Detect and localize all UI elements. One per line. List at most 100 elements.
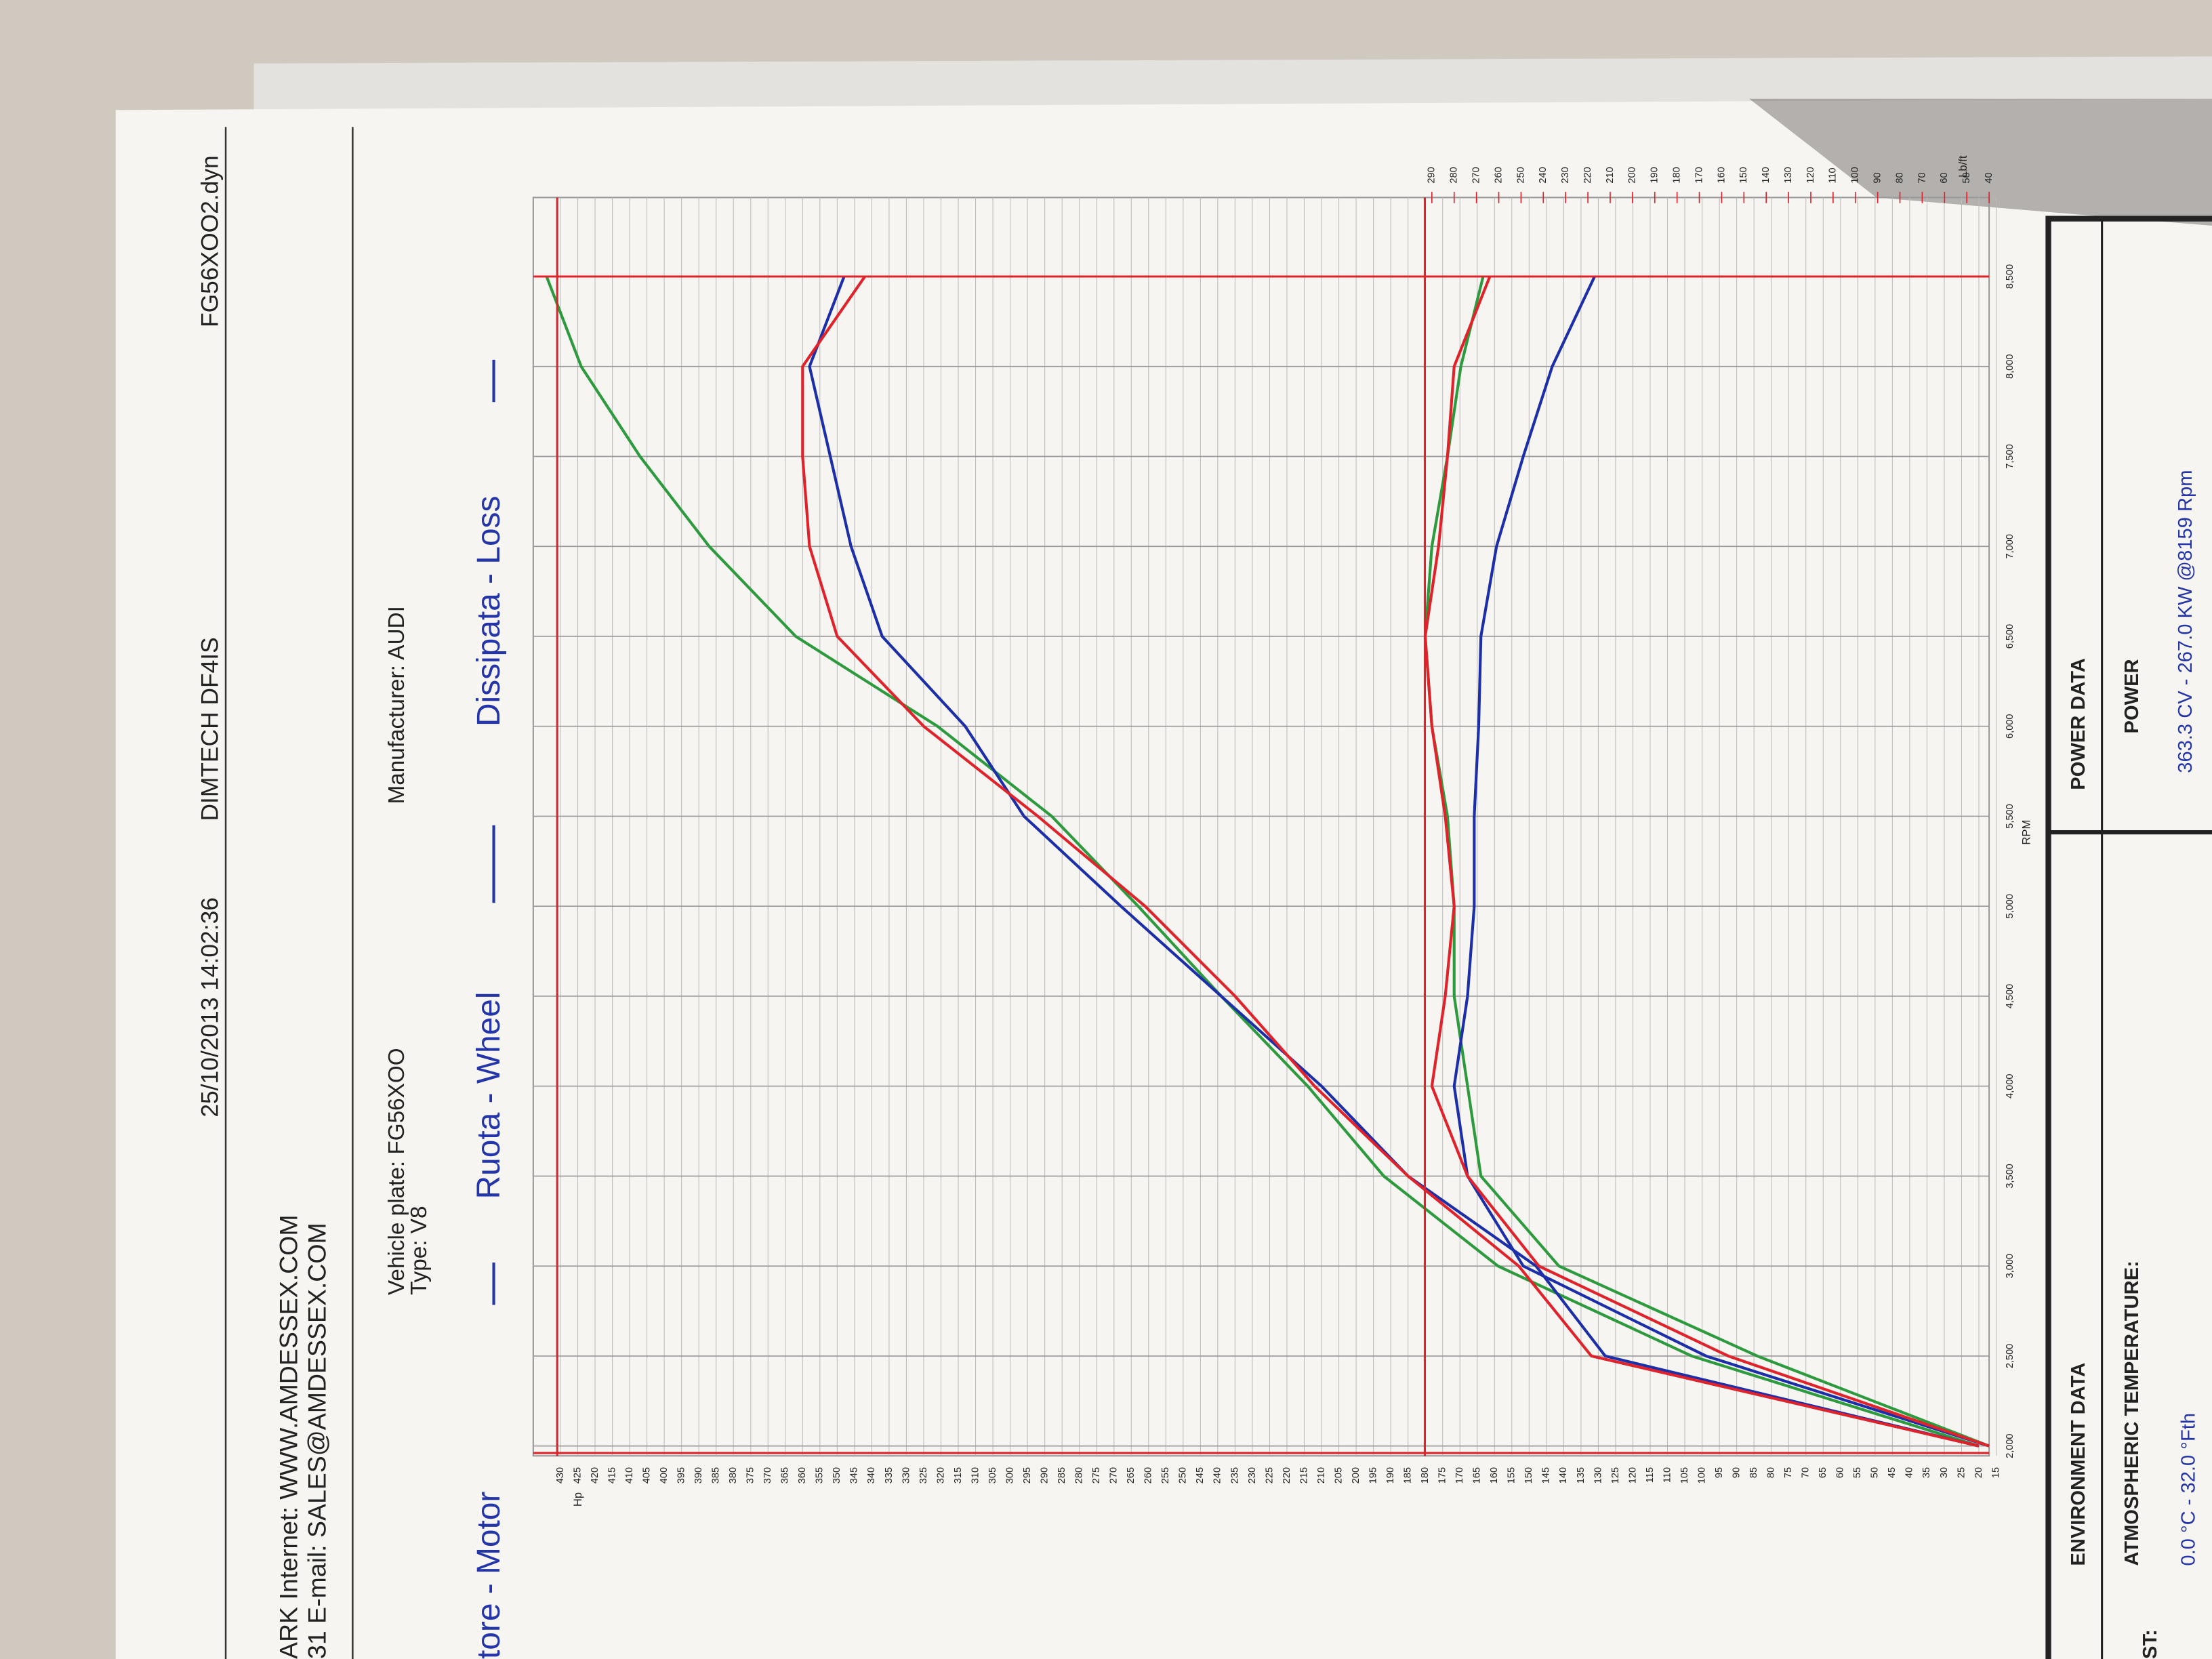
y-tick-label: 315 [953,1467,964,1483]
y-tick-label: 15 [1990,1467,2001,1478]
y-tick-label: 425 [572,1467,583,1483]
x-tick-label: 2,000 [2005,1433,2015,1458]
paper-under [253,56,2212,113]
y-tick-label: 220 [1282,1467,1292,1483]
y-tick-label: 300 [1004,1467,1015,1483]
power-value: 363.3 CV - 267.0 KW @8159 Rpm [2175,470,2196,773]
y2-tick-label: 120 [1805,167,1816,183]
y-tick-label: 255 [1160,1467,1171,1483]
y-tick-label: 205 [1333,1467,1344,1483]
y-tick-label: 55 [1852,1467,1863,1478]
y2-tick-label: 140 [1761,167,1771,183]
x-tick-label: 4,000 [2005,1073,2015,1098]
y-tick-label: 210 [1316,1467,1327,1483]
y-tick-label: 30 [1939,1467,1950,1478]
y-tick-label: 155 [1507,1467,1517,1483]
x-tick-label: 6,000 [2005,714,2015,738]
y2-tick-label: 180 [1671,167,1682,183]
y2-tick-label: 270 [1471,167,1481,183]
y2-tick-label: 130 [1783,167,1794,183]
manufacturer: Manufacturer: AUDI [384,606,409,804]
y-tick-label: 75 [1783,1467,1794,1478]
y-tick-label: 175 [1437,1467,1448,1483]
y2-tick-label: 100 [1850,167,1861,183]
y2-tick-label: 80 [1894,172,1905,183]
y-tick-label: 195 [1368,1467,1378,1483]
y-tick-label: 285 [1057,1467,1067,1483]
y-tick-label: 360 [797,1467,808,1483]
datetime: 25/10/2013 14:02:36 [197,897,224,1118]
curve [545,276,1980,1448]
y-axis-label: Hp [571,1492,584,1507]
y-tick-label: 295 [1022,1467,1033,1483]
y-tick-label: 200 [1351,1467,1361,1483]
y-tick-label: 265 [1126,1467,1136,1483]
y-tick-label: 375 [745,1467,756,1483]
y-tick-label: 230 [1247,1467,1258,1483]
y-tick-label: 345 [849,1467,860,1483]
y-tick-label: 185 [1403,1467,1414,1483]
curve [1452,276,1990,1448]
y-tick-label: 390 [693,1467,704,1483]
y-tick-label: 260 [1143,1467,1154,1483]
y-tick-label: 140 [1558,1467,1569,1483]
y2-tick-label: 200 [1627,167,1638,183]
y-tick-label: 80 [1766,1467,1777,1478]
y-tick-label: 110 [1662,1467,1673,1483]
y2-axis-label: Lb/ft [1957,155,1969,178]
y-tick-label: 170 [1454,1467,1465,1483]
x-tick-label: 3,500 [2005,1164,2015,1188]
y-tick-label: 325 [918,1467,929,1483]
y2-tick-label: 260 [1493,167,1504,183]
internet: ARK Internet: WWW.AMDESSEX.COM [274,1214,303,1659]
y-tick-label: 235 [1229,1467,1240,1483]
y-tick-label: 190 [1385,1467,1396,1483]
y-tick-label: 430 [555,1467,566,1483]
y2-tick-label: 250 [1515,167,1526,183]
legend-entry: Dissipata - Loss [471,496,507,726]
x-axis-label: RPM [2020,820,2033,845]
y-tick-label: 270 [1109,1467,1120,1483]
y-tick-label: 250 [1178,1467,1189,1483]
y2-tick-label: 110 [1828,167,1839,183]
curve [801,275,1980,1448]
y-tick-label: 320 [935,1467,946,1483]
plate: Vehicle plate: FG56XOO [384,1048,409,1295]
y-tick-label: 225 [1264,1467,1275,1483]
x-tick-label: 8,500 [2005,264,2015,289]
x-tick-label: 7,000 [2005,534,2015,558]
y-tick-label: 330 [901,1467,912,1483]
y-tick-label: 355 [815,1467,825,1483]
y-tick-label: 340 [866,1467,877,1483]
file: FG56XOO2.dyn [197,155,224,327]
email: 31 E-mail: SALES@AMDESSEX.COM [302,1223,331,1659]
y2-tick-label: 210 [1605,167,1616,183]
device: DIMTECH DF4IS [197,637,224,821]
y-tick-label: 50 [1870,1467,1881,1478]
y-tick-label: 305 [987,1467,998,1483]
shadow [1749,98,2212,226]
y-tick-label: 395 [676,1467,687,1483]
y-tick-label: 135 [1576,1467,1586,1483]
x-tick-label: 8,000 [2005,354,2015,379]
y-tick-label: 370 [762,1467,773,1483]
legend-entry: Ruota - Wheel [471,991,507,1199]
y2-tick-label: 240 [1538,167,1549,183]
y-tick-label: 410 [624,1467,635,1483]
environment-title: ENVIRONMENT DATA [2068,1363,2089,1566]
y2-tick-label: 60 [1939,172,1950,183]
y-tick-label: 90 [1731,1467,1742,1478]
y-tick-label: 105 [1679,1467,1690,1483]
y2-tick-label: 70 [1917,172,1927,183]
y2-tick-label: 150 [1738,167,1749,183]
y-tick-label: 335 [884,1467,895,1483]
y-tick-label: 290 [1039,1467,1050,1483]
y-tick-label: 310 [970,1467,981,1483]
y-tick-label: 180 [1420,1467,1431,1483]
y2-tick-label: 50 [1961,172,1972,183]
y-tick-label: 380 [728,1467,739,1483]
y2-tick-label: 170 [1694,167,1704,183]
x-tick-label: 2,500 [2005,1344,2015,1368]
y2-tick-label: 190 [1650,167,1660,183]
